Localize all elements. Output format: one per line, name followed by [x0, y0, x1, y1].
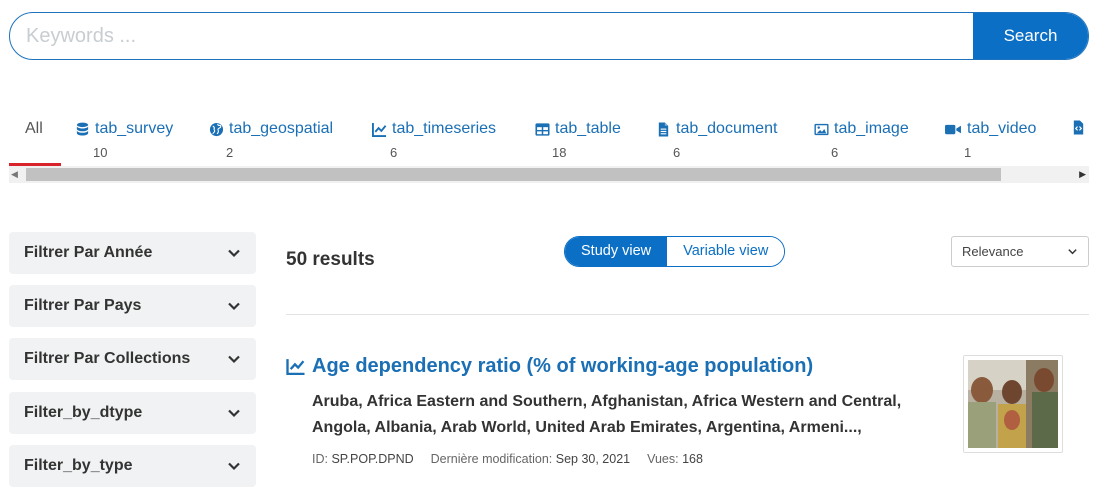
code-file-icon	[1073, 120, 1084, 135]
tab-label: tab_timeseries	[392, 120, 497, 137]
tab-count: 6	[390, 145, 398, 160]
tab-geospatial[interactable]: tab_geospatial 2	[209, 110, 359, 166]
tab-count: 18	[552, 145, 567, 160]
filter-label: Filtrer Par Collections	[24, 350, 191, 367]
image-icon	[814, 123, 829, 135]
result-countries: Aruba, Africa Eastern and Southern, Afgh…	[312, 393, 902, 436]
globe-icon	[209, 122, 224, 136]
tab-table[interactable]: tab_table 18	[535, 110, 645, 166]
scrollbar-thumb[interactable]	[26, 168, 1001, 181]
view-toggle: Study view Variable view	[564, 236, 786, 267]
tab-image[interactable]: tab_image 6	[814, 110, 934, 166]
chevron-down-icon	[228, 462, 240, 471]
tab-timeseries[interactable]: tab_timeseries 6	[372, 110, 522, 166]
scroll-left-icon[interactable]: ◀	[11, 169, 18, 179]
search-bar: Search	[9, 12, 1089, 60]
filter-dtype[interactable]: Filter_by_dtype	[9, 392, 256, 434]
tab-label: tab_image	[834, 120, 909, 137]
variable-view-button[interactable]: Variable view	[667, 237, 785, 266]
tab-count: 1	[964, 145, 972, 160]
sort-select[interactable]: Relevance	[951, 236, 1089, 267]
tab-count: 6	[831, 145, 839, 160]
tab-survey[interactable]: tab_survey 10	[75, 110, 205, 166]
tab-label: tab_survey	[95, 120, 174, 137]
tab-label: tab_video	[967, 120, 1037, 137]
filter-label: Filtrer Par Pays	[24, 297, 142, 314]
chevron-down-icon	[1068, 249, 1077, 255]
scroll-right-icon[interactable]: ▶	[1079, 169, 1086, 179]
modified-value: Sep 30, 2021	[555, 452, 631, 466]
tab-count: 2	[226, 145, 234, 160]
tab-more[interactable]	[1071, 110, 1089, 166]
divider	[286, 314, 1089, 315]
tab-label: All	[25, 120, 43, 137]
tab-label: tab_document	[676, 120, 778, 137]
thumbnail-image	[968, 360, 1058, 448]
tab-count: 6	[673, 145, 681, 160]
line-chart-icon	[372, 122, 387, 137]
filter-country[interactable]: Filtrer Par Pays	[9, 285, 256, 327]
result-title: Age dependency ratio (% of working-age p…	[312, 355, 814, 377]
tab-video[interactable]: tab_video 1	[944, 110, 1054, 166]
chevron-down-icon	[228, 355, 240, 364]
line-chart-icon	[286, 359, 305, 375]
table-icon	[535, 122, 550, 136]
result-title-link[interactable]: Age dependency ratio (% of working-age p…	[286, 355, 813, 378]
chevron-down-icon	[228, 249, 240, 258]
filter-label: Filter_by_type	[24, 457, 133, 474]
filter-label: Filter_by_dtype	[24, 404, 143, 421]
tab-label: tab_geospatial	[229, 120, 334, 137]
result-thumbnail[interactable]	[963, 355, 1063, 453]
study-view-button[interactable]: Study view	[565, 237, 668, 266]
tab-label: tab_table	[555, 120, 621, 137]
result-count: 50 results	[286, 249, 375, 270]
id-value: SP.POP.DPND	[331, 452, 414, 466]
chevron-down-icon	[228, 302, 240, 311]
filter-label: Filtrer Par Année	[24, 244, 153, 261]
video-icon	[945, 124, 961, 134]
views-label: Vues:	[647, 452, 679, 466]
filter-collections[interactable]: Filtrer Par Collections	[9, 338, 256, 380]
id-label: ID:	[312, 452, 328, 466]
active-tab-indicator	[9, 163, 61, 166]
tab-all[interactable]: All	[9, 110, 69, 166]
type-tabs: All tab_survey 10 tab_geospatial 2	[9, 110, 1089, 166]
chevron-down-icon	[228, 409, 240, 418]
search-input[interactable]	[10, 13, 973, 59]
filter-type[interactable]: Filter_by_type	[9, 445, 256, 487]
tab-count: 10	[93, 145, 108, 160]
tabs-scrollbar[interactable]: ◀ ▶	[9, 166, 1089, 183]
modified-label: Dernière modification:	[430, 452, 553, 466]
database-icon	[76, 122, 89, 135]
result-meta: ID: SP.POP.DPND Dernière modification: S…	[312, 452, 703, 466]
sort-selected-value: Relevance	[962, 244, 1024, 259]
document-icon	[658, 121, 669, 137]
filter-year[interactable]: Filtrer Par Année	[9, 232, 256, 274]
views-value: 168	[682, 452, 703, 466]
tab-document[interactable]: tab_document 6	[656, 110, 796, 166]
search-button[interactable]: Search	[973, 13, 1088, 59]
